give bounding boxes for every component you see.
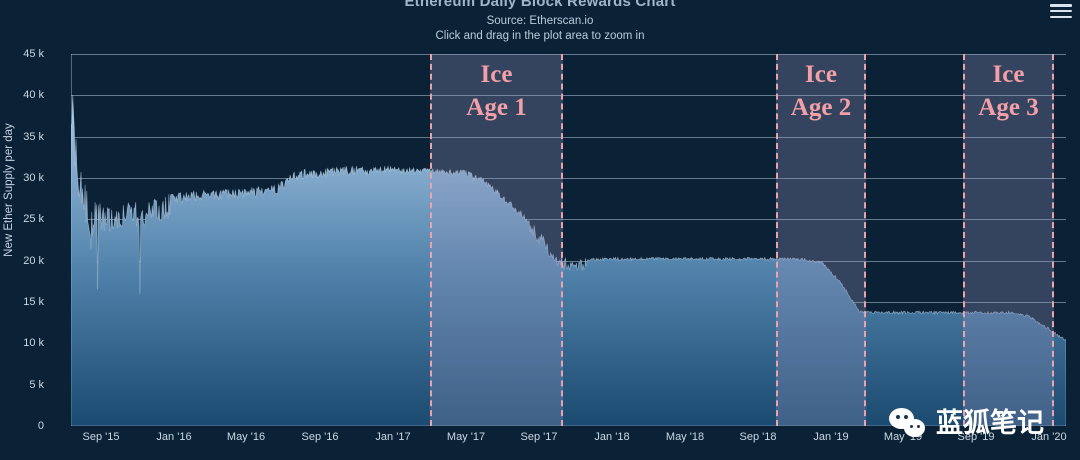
x-tick-label: May '19 (883, 431, 923, 443)
y-tick-label: 5 k (29, 378, 44, 391)
x-tick-label: May '18 (665, 431, 705, 443)
y-tick-label: 35 k (23, 130, 44, 143)
area-series (71, 95, 1066, 426)
y-tick-label: 10 k (23, 337, 44, 350)
x-tick-label: Sep '16 (301, 431, 339, 443)
x-tick-label: Sep '15 (82, 431, 120, 443)
grid-line (71, 260, 1066, 262)
y-tick-label: 0 (37, 420, 44, 432)
ice-age-band-3: Ice Age 3 (963, 54, 1054, 426)
page-title: Ethereum Daily Block Rewards Chart (404, 0, 676, 10)
x-tick-label: Jan '18 (594, 431, 630, 443)
y-axis-ticks: 0 5 k 10 k 15 k 20 k 25 k 30 k 35 k 40 k 45 k (23, 48, 1066, 432)
plot-area[interactable]: Ice Age 1 Ice Age 2 Ice Age 3 (71, 54, 1066, 426)
ice-age-label-1: Ice Age 1 (466, 61, 527, 121)
ice-age-label-2: Ice Age 2 (790, 61, 852, 121)
y-tick-label: 30 k (23, 172, 44, 184)
x-tick-label: Sep '19 (957, 431, 995, 443)
grid-line (71, 95, 1066, 97)
menu-bar-2 (1050, 9, 1072, 13)
menu-bar-1 (1050, 4, 1072, 7)
x-tick-label: Jan '19 (813, 431, 849, 443)
grid-line (71, 54, 1066, 55)
chart-zoom-hint: Click and drag in the plot area to zoom … (435, 30, 645, 42)
y-tick-label: 15 k (23, 296, 44, 308)
x-tick-label: Jan '17 (375, 431, 411, 443)
x-tick-label: May '17 (446, 431, 486, 443)
hamburger-menu-icon[interactable] (1050, 2, 1072, 20)
chart-source-label: Source: Etherscan.io (486, 15, 594, 27)
y-tick-label: 25 k (23, 213, 44, 226)
x-tick-label: Sep '18 (739, 431, 777, 443)
ice-age-label-3: Ice Age 3 (978, 61, 1039, 121)
grid-line (71, 178, 1066, 179)
ice-age-band-2: Ice Age 2 (776, 54, 866, 426)
y-tick-label: 40 k (23, 89, 44, 102)
ice-age-band-1: Ice Age 1 (430, 54, 563, 426)
x-tick-label: Jan '16 (156, 431, 192, 443)
y-tick-label: 45 k (23, 48, 44, 60)
menu-bar-3 (1050, 15, 1072, 18)
grid-line (71, 136, 1066, 138)
grid-line (71, 219, 1066, 221)
y-tick-label: 20 k (23, 254, 44, 267)
x-tick-label: Jan '20 (1031, 431, 1067, 443)
x-tick-label: Sep '17 (520, 431, 558, 443)
x-tick-label: May '16 (226, 431, 266, 443)
